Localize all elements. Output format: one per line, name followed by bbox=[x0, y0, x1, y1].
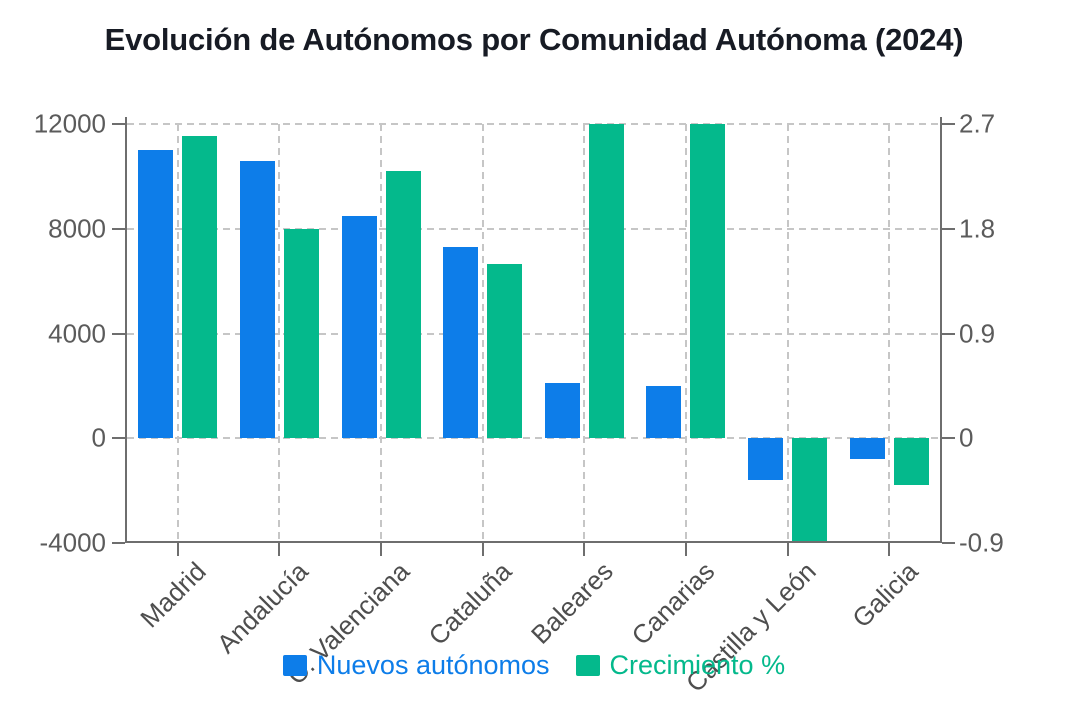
left-tick-12000 bbox=[112, 123, 125, 125]
bar-crecimiento-canarias bbox=[690, 124, 725, 438]
legend-item-nuevos-autonomos[interactable]: Nuevos autónomos bbox=[282, 650, 550, 681]
x-label-baleares: Baleares bbox=[524, 556, 619, 650]
left-tick--4000 bbox=[112, 542, 125, 544]
legend-swatch-blue bbox=[282, 655, 307, 676]
right-tick-2.7 bbox=[942, 123, 955, 125]
left-axis-label-4000: 4000 bbox=[48, 318, 106, 349]
x-tick-canarias bbox=[685, 543, 687, 556]
bar-nuevos-autonomos-madrid bbox=[138, 150, 173, 438]
gridline-v-andalucia bbox=[278, 124, 280, 543]
legend-label: Nuevos autónomos bbox=[316, 650, 550, 680]
gridline-v-baleares bbox=[583, 124, 585, 543]
x-axis bbox=[125, 541, 942, 543]
left-tick-8000 bbox=[112, 228, 125, 230]
x-tick-baleares bbox=[583, 543, 585, 556]
legend-swatch-green bbox=[575, 655, 600, 676]
x-label-galicia: Galicia bbox=[845, 556, 924, 634]
chart-title: Evolución de Autónomos por Comunidad Aut… bbox=[104, 22, 964, 57]
bar-nuevos-autonomos-canarias bbox=[646, 386, 681, 438]
right-tick-1.8 bbox=[942, 228, 955, 230]
bar-crecimiento-castilla-y-leon bbox=[792, 438, 827, 543]
bar-nuevos-autonomos-galicia bbox=[850, 438, 885, 459]
gridline-h-4000 bbox=[127, 333, 940, 335]
x-label-madrid: Madrid bbox=[134, 556, 213, 634]
right-axis-label-1.8: 1.8 bbox=[959, 213, 996, 244]
x-tick-castilla-y-leon bbox=[787, 543, 789, 556]
left-tick-0 bbox=[112, 437, 125, 439]
bar-nuevos-autonomos-c-valenciana bbox=[342, 216, 377, 438]
left-axis-label--4000: -4000 bbox=[39, 527, 107, 558]
left-tick-4000 bbox=[112, 333, 125, 335]
right-tick-0 bbox=[942, 437, 955, 439]
x-label-cataluna: Cataluña bbox=[422, 556, 517, 651]
x-tick-andalucia bbox=[278, 543, 280, 556]
bar-crecimiento-galicia bbox=[894, 438, 929, 485]
x-label-canarias: Canarias bbox=[625, 556, 721, 651]
right-tick-0.9 bbox=[942, 333, 955, 335]
left-axis-label-8000: 8000 bbox=[48, 213, 106, 244]
bar-crecimiento-cataluna bbox=[487, 264, 522, 438]
bar-nuevos-autonomos-cataluna bbox=[443, 247, 478, 438]
right-axis-label--0.9: -0.9 bbox=[959, 527, 1004, 558]
right-axis-label-0.9: 0.9 bbox=[959, 318, 996, 349]
gridline-v-galicia bbox=[888, 124, 890, 543]
x-tick-c-valenciana bbox=[380, 543, 382, 556]
gridline-h-8000 bbox=[127, 228, 940, 230]
gridline-v-c-valenciana bbox=[380, 124, 382, 543]
bar-crecimiento-madrid bbox=[182, 136, 217, 438]
left-axis-label-0: 0 bbox=[91, 422, 106, 453]
gridline-v-madrid bbox=[177, 124, 179, 543]
gridline-h-12000 bbox=[127, 123, 940, 125]
right-axis-label-0: 0 bbox=[959, 422, 974, 453]
x-tick-cataluna bbox=[482, 543, 484, 556]
bar-nuevos-autonomos-baleares bbox=[545, 383, 580, 438]
bar-crecimiento-andalucia bbox=[284, 229, 319, 438]
y-axis-left bbox=[125, 117, 127, 543]
bar-nuevos-autonomos-castilla-y-leon bbox=[748, 438, 783, 480]
right-tick--0.9 bbox=[942, 542, 955, 544]
x-tick-galicia bbox=[888, 543, 890, 556]
gridline-v-canarias bbox=[685, 124, 687, 543]
chart-legend: Nuevos autónomos Crecimiento % bbox=[0, 650, 1068, 681]
gridline-h-0 bbox=[127, 437, 940, 439]
x-tick-madrid bbox=[177, 543, 179, 556]
right-axis-label-2.7: 2.7 bbox=[959, 108, 996, 139]
gridline-v-castilla-y-leon bbox=[787, 124, 789, 543]
left-axis-label-12000: 12000 bbox=[33, 108, 106, 139]
bar-nuevos-autonomos-andalucia bbox=[240, 161, 275, 438]
legend-item-crecimiento[interactable]: Crecimiento % bbox=[575, 650, 786, 681]
gridline-v-cataluna bbox=[482, 124, 484, 543]
y-axis-right bbox=[940, 117, 942, 543]
legend-label: Crecimiento % bbox=[609, 650, 786, 680]
x-label-andalucia: Andalucía bbox=[210, 556, 314, 659]
bar-crecimiento-c-valenciana bbox=[386, 171, 421, 438]
bar-crecimiento-baleares bbox=[589, 124, 624, 438]
